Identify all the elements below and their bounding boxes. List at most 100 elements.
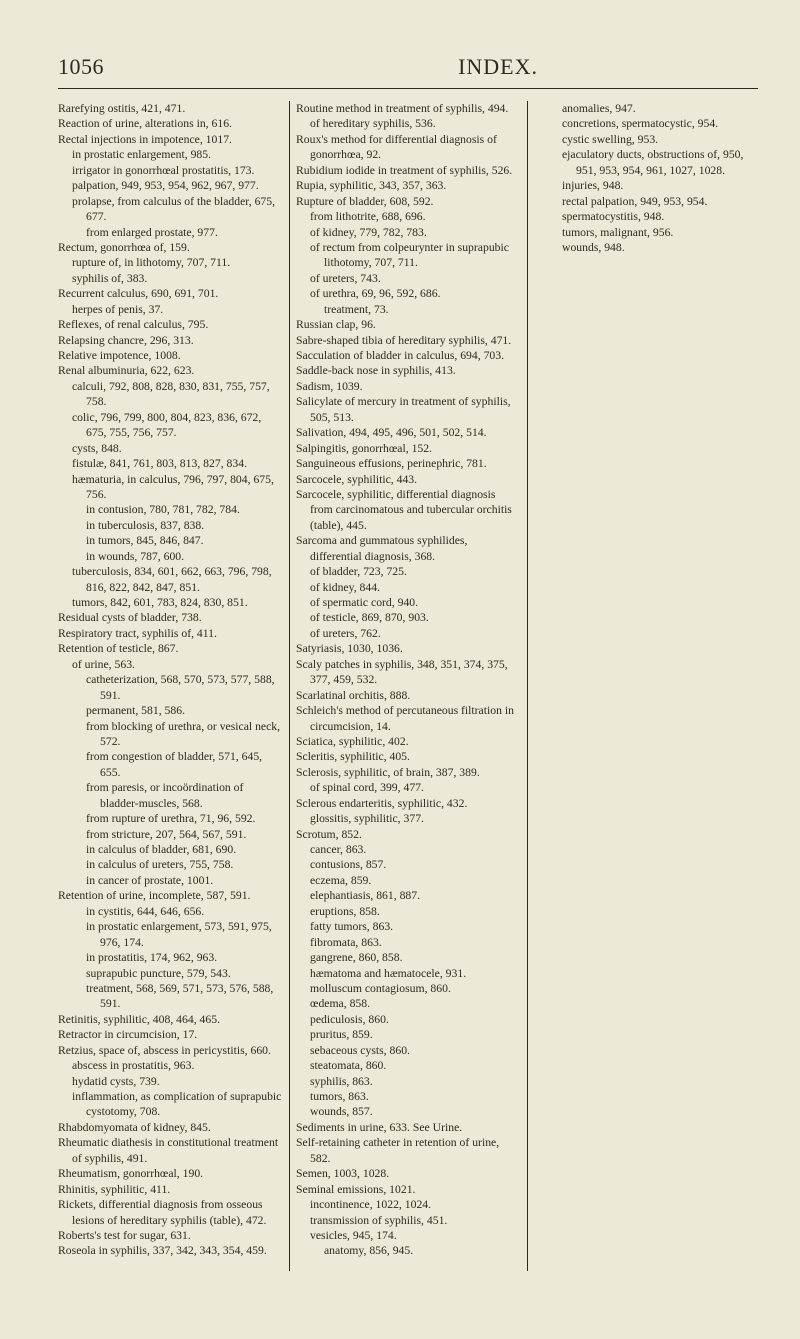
- index-subentry: prolapse, from calculus of the bladder, …: [58, 194, 282, 225]
- index-subsubentry: concretions, spermatocystic, 954.: [534, 116, 758, 131]
- index-subentry: pediculosis, 860.: [296, 1012, 520, 1027]
- index-entry: Rhinitis, syphilitic, 411.: [58, 1182, 282, 1197]
- index-subsubentry: in calculus of bladder, 681, 690.: [58, 842, 282, 857]
- index-subentry: fatty tumors, 863.: [296, 919, 520, 934]
- index-entry: Retinitis, syphilitic, 408, 464, 465.: [58, 1012, 282, 1027]
- index-subentry: steatomata, 860.: [296, 1058, 520, 1073]
- page-number: 1056: [58, 54, 104, 80]
- index-subentry: of spinal cord, 399, 477.: [296, 780, 520, 795]
- index-subentry: contusions, 857.: [296, 857, 520, 872]
- index-subsubentry: cystic swelling, 953.: [534, 132, 758, 147]
- index-entry: Rheumatism, gonorrhœal, 190.: [58, 1166, 282, 1181]
- index-subsubentry: in prostatic enlargement, 573, 591, 975,…: [58, 919, 282, 950]
- index-subsubentry: from enlarged prostate, 977.: [58, 225, 282, 240]
- index-entry: Sacculation of bladder in calculus, 694,…: [296, 348, 520, 363]
- index-subsubentry: anomalies, 947.: [534, 101, 758, 116]
- index-subsubentry: in tuberculosis, 837, 838.: [58, 518, 282, 533]
- index-entry: Roberts's test for sugar, 631.: [58, 1228, 282, 1243]
- index-subsubentry: from stricture, 207, 564, 567, 591.: [58, 827, 282, 842]
- index-entry: Rickets, differential diagnosis from oss…: [58, 1197, 282, 1228]
- index-entry: Schleich's method of percutaneous filtra…: [296, 703, 520, 734]
- index-subentry: of ureters, 762.: [296, 626, 520, 641]
- index-page: 1056 INDEX. Rarefying ostitis, 421, 471.…: [0, 0, 800, 1339]
- index-entry: Sanguineous effusions, perinephric, 781.: [296, 456, 520, 471]
- index-entry: Sabre-shaped tibia of hereditary syphili…: [296, 333, 520, 348]
- index-subentry: of kidney, 779, 782, 783.: [296, 225, 520, 240]
- index-entry: Sadism, 1039.: [296, 379, 520, 394]
- index-subsubentry: catheterization, 568, 570, 573, 577, 588…: [58, 672, 282, 703]
- index-entry: Rheumatic diathesis in constitutional tr…: [58, 1135, 282, 1166]
- index-entry: Sarcocele, syphilitic, 443.: [296, 472, 520, 487]
- index-subentry: glossitis, syphilitic, 377.: [296, 811, 520, 826]
- header-rule: [58, 88, 758, 89]
- index-subentry: tuberculosis, 834, 601, 662, 663, 796, 7…: [58, 564, 282, 595]
- index-subentry: of rectum from colpeurynter in suprapubi…: [296, 240, 520, 271]
- index-subentry: inflammation, as complication of suprapu…: [58, 1089, 282, 1120]
- index-subsubentry: treatment, 73.: [296, 302, 520, 317]
- index-subsubentry: permanent, 581, 586.: [58, 703, 282, 718]
- index-entry: Relative impotence, 1008.: [58, 348, 282, 363]
- index-entry: Sclerous endarteritis, syphilitic, 432.: [296, 796, 520, 811]
- index-subentry: sebaceous cysts, 860.: [296, 1043, 520, 1058]
- index-subentry: of ureters, 743.: [296, 271, 520, 286]
- index-subentry: cysts, 848.: [58, 441, 282, 456]
- index-subsubentry: spermatocystitis, 948.: [534, 209, 758, 224]
- index-subentry: calculi, 792, 808, 828, 830, 831, 755, 7…: [58, 379, 282, 410]
- index-subentry: gangrene, 860, 858.: [296, 950, 520, 965]
- index-entry: Recurrent calculus, 690, 691, 701.: [58, 286, 282, 301]
- index-entry: Rupia, syphilitic, 343, 357, 363.: [296, 178, 520, 193]
- index-entry: Residual cysts of bladder, 738.: [58, 610, 282, 625]
- index-subsubentry: in calculus of ureters, 755, 758.: [58, 857, 282, 872]
- index-entry: Russian clap, 96.: [296, 317, 520, 332]
- index-entry: Semen, 1003, 1028.: [296, 1166, 520, 1181]
- index-entry: Salivation, 494, 495, 496, 501, 502, 514…: [296, 425, 520, 440]
- index-entry: Rubidium iodide in treatment of syphilis…: [296, 163, 520, 178]
- index-subentry: fibromata, 863.: [296, 935, 520, 950]
- index-entry: Retention of urine, incomplete, 587, 591…: [58, 888, 282, 903]
- index-subentry: syphilis of, 383.: [58, 271, 282, 286]
- index-subsubentry: treatment, 568, 569, 571, 573, 576, 588,…: [58, 981, 282, 1012]
- index-entry: Retention of testicle, 867.: [58, 641, 282, 656]
- index-subentry: of urethra, 69, 96, 592, 686.: [296, 286, 520, 301]
- index-subentry: of hereditary syphilis, 536.: [296, 116, 520, 131]
- index-subentry: incontinence, 1022, 1024.: [296, 1197, 520, 1212]
- index-subentry: elephantiasis, 861, 887.: [296, 888, 520, 903]
- index-entry: Saddle-back nose in syphilis, 413.: [296, 363, 520, 378]
- index-entry: Retzius, space of, abscess in pericystit…: [58, 1043, 282, 1058]
- index-subentry: œdema, 858.: [296, 996, 520, 1011]
- index-subsubentry: suprapubic puncture, 579, 543.: [58, 966, 282, 981]
- index-entry: Respiratory tract, syphilis of, 411.: [58, 626, 282, 641]
- index-subentry: of bladder, 723, 725.: [296, 564, 520, 579]
- index-entry: Roux's method for differential diagnosis…: [296, 132, 520, 163]
- index-entry: Rarefying ostitis, 421, 471.: [58, 101, 282, 116]
- index-entry: Relapsing chancre, 296, 313.: [58, 333, 282, 348]
- index-subsubentry: in wounds, 787, 600.: [58, 549, 282, 564]
- index-entry: Rectal injections in impotence, 1017.: [58, 132, 282, 147]
- index-subsubentry: anatomy, 856, 945.: [296, 1243, 520, 1258]
- index-subsubentry: ejaculatory ducts, obstructions of, 950,…: [534, 147, 758, 178]
- index-subsubentry: tumors, malignant, 956.: [534, 225, 758, 240]
- index-subentry: abscess in prostatitis, 963.: [58, 1058, 282, 1073]
- index-subsubentry: in cystitis, 644, 646, 656.: [58, 904, 282, 919]
- index-subentry: colic, 796, 799, 800, 804, 823, 836, 672…: [58, 410, 282, 441]
- index-subsubentry: injuries, 948.: [534, 178, 758, 193]
- page-header: 1056 INDEX.: [58, 54, 758, 80]
- index-entry: Renal albuminuria, 622, 623.: [58, 363, 282, 378]
- index-entry: Salicylate of mercury in treatment of sy…: [296, 394, 520, 425]
- index-subentry: cancer, 863.: [296, 842, 520, 857]
- index-subentry: palpation, 949, 953, 954, 962, 967, 977.: [58, 178, 282, 193]
- index-subentry: tumors, 863.: [296, 1089, 520, 1104]
- index-entry: Rupture of bladder, 608, 592.: [296, 194, 520, 209]
- index-subentry: of urine, 563.: [58, 657, 282, 672]
- index-entry: Scarlatinal orchitis, 888.: [296, 688, 520, 703]
- index-entry: Roseola in syphilis, 337, 342, 343, 354,…: [58, 1243, 282, 1258]
- index-entry: Scrotum, 852.: [296, 827, 520, 842]
- index-subentry: pruritus, 859.: [296, 1027, 520, 1042]
- index-subentry: irrigator in gonorrhœal prostatitis, 173…: [58, 163, 282, 178]
- index-subentry: fistulæ, 841, 761, 803, 813, 827, 834.: [58, 456, 282, 471]
- index-subentry: herpes of penis, 37.: [58, 302, 282, 317]
- index-subentry: molluscum contagiosum, 860.: [296, 981, 520, 996]
- index-subentry: eruptions, 858.: [296, 904, 520, 919]
- index-subsubentry: wounds, 948.: [534, 240, 758, 255]
- index-subentry: of spermatic cord, 940.: [296, 595, 520, 610]
